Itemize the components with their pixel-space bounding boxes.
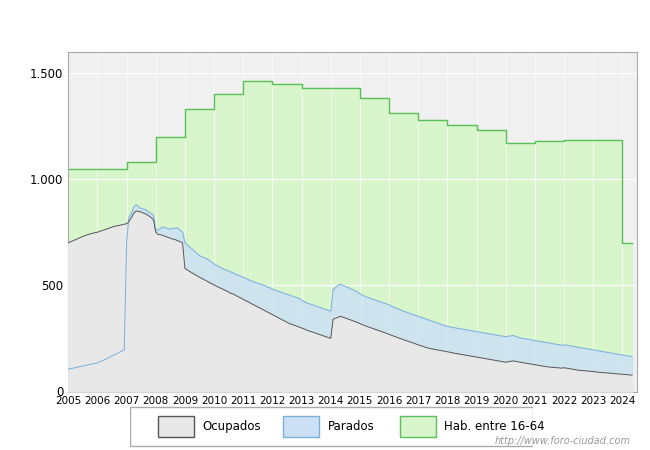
Bar bbox=[400, 416, 436, 437]
Text: http://www.foro-ciudad.com: http://www.foro-ciudad.com bbox=[495, 436, 630, 446]
FancyBboxPatch shape bbox=[130, 407, 533, 446]
Text: Ocupados: Ocupados bbox=[203, 420, 261, 433]
Text: Càlig - Evolucion de la poblacion en edad de Trabajar Mayo de 2024: Càlig - Evolucion de la poblacion en eda… bbox=[46, 16, 604, 32]
Text: Parados: Parados bbox=[328, 420, 374, 433]
Text: Hab. entre 16-64: Hab. entre 16-64 bbox=[445, 420, 545, 433]
Bar bbox=[283, 416, 319, 437]
Bar bbox=[158, 416, 194, 437]
